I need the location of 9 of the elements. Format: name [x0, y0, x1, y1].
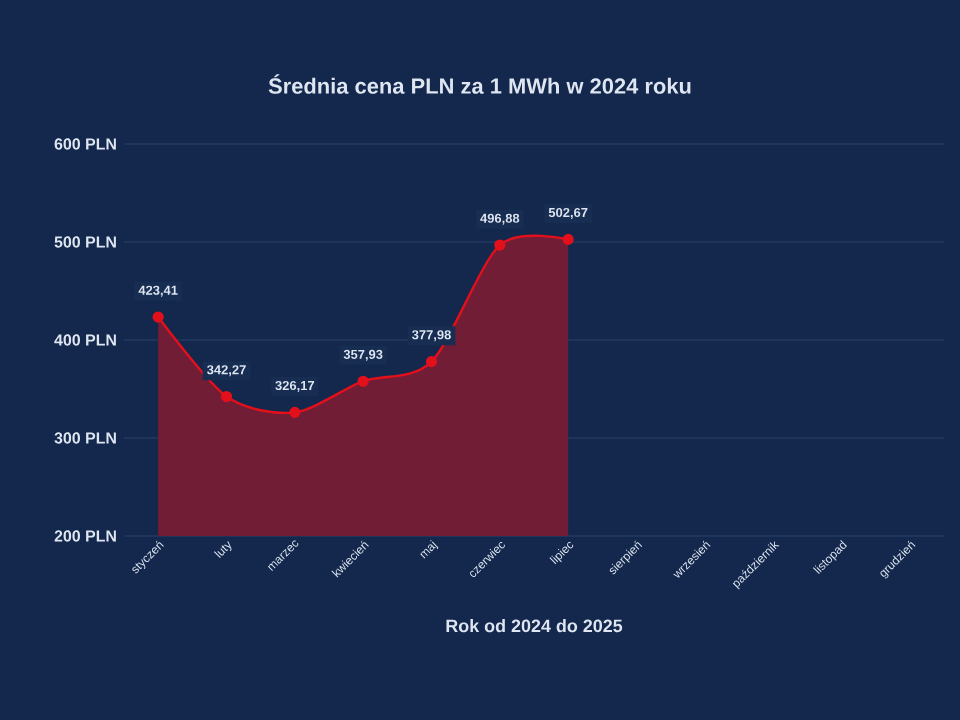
point: [152, 311, 164, 323]
chart-title: Średnia cena PLN za 1 MWh w 2024 roku: [268, 74, 691, 94]
point: [289, 406, 301, 418]
point: [425, 356, 438, 368]
x-axis-title: Rok od 2024 do 2025: [446, 619, 623, 633]
point: [220, 390, 233, 403]
point: [357, 375, 369, 387]
point: [494, 239, 506, 251]
point: [562, 233, 574, 245]
